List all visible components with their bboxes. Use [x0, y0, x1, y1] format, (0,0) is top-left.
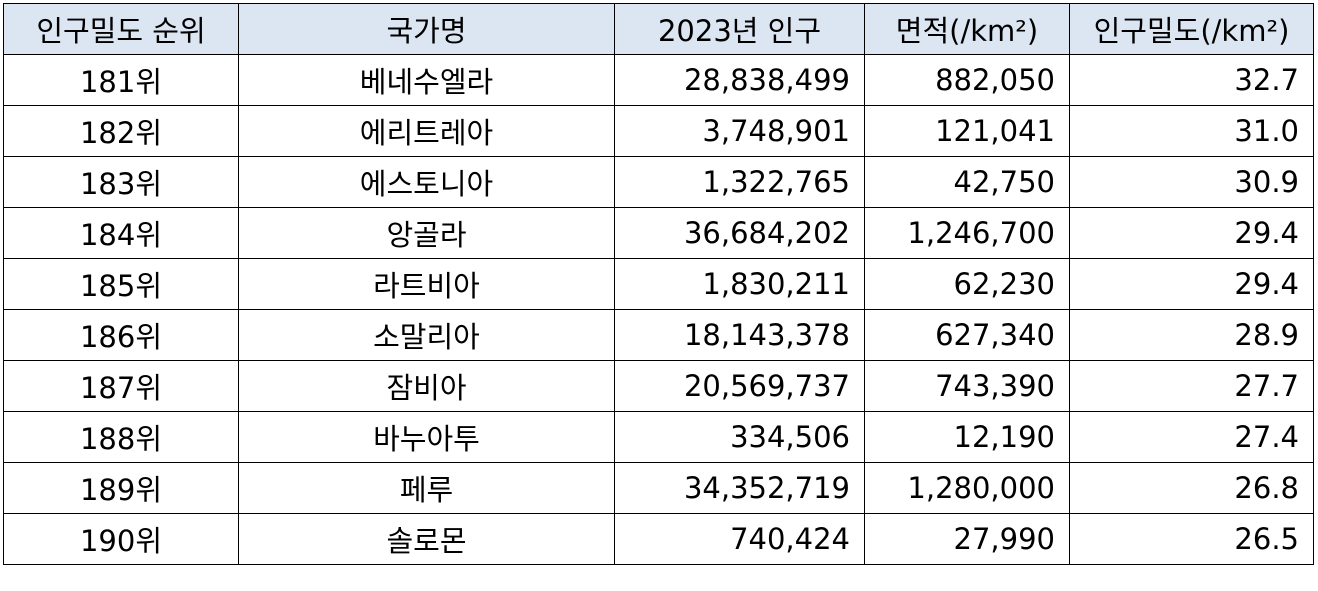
cell-country: 소말리아 [238, 309, 615, 361]
cell-density: 28.9 [1069, 309, 1314, 361]
table-row: 190위 솔로몬 740,424 27,990 26.5 [3, 513, 1314, 565]
table-row: 189위 페루 34,352,719 1,280,000 26.8 [3, 462, 1314, 514]
header-row: 인구밀도 순위 국가명 2023년 인구 면적(/km²) 인구밀도(/km²) [3, 3, 1314, 55]
cell-rank: 188위 [3, 411, 239, 463]
table-row: 184위 앙골라 36,684,202 1,246,700 29.4 [3, 207, 1314, 259]
cell-area: 42,750 [864, 156, 1070, 208]
cell-country: 에스토니아 [238, 156, 615, 208]
cell-population: 36,684,202 [614, 207, 865, 259]
cell-area: 743,390 [864, 360, 1070, 412]
table-row: 182위 에리트레아 3,748,901 121,041 31.0 [3, 105, 1314, 157]
cell-population: 1,830,211 [614, 258, 865, 310]
cell-population: 1,322,765 [614, 156, 865, 208]
cell-population: 740,424 [614, 513, 865, 565]
cell-density: 30.9 [1069, 156, 1314, 208]
population-density-table: 인구밀도 순위 국가명 2023년 인구 면적(/km²) 인구밀도(/km²)… [3, 3, 1314, 565]
cell-country: 베네수엘라 [238, 54, 615, 106]
header-rank: 인구밀도 순위 [3, 3, 239, 55]
table-body: 181위 베네수엘라 28,838,499 882,050 32.7 182위 … [3, 54, 1314, 565]
cell-rank: 181위 [3, 54, 239, 106]
table-row: 183위 에스토니아 1,322,765 42,750 30.9 [3, 156, 1314, 208]
cell-rank: 186위 [3, 309, 239, 361]
cell-density: 27.4 [1069, 411, 1314, 463]
cell-population: 334,506 [614, 411, 865, 463]
cell-country: 에리트레아 [238, 105, 615, 157]
table-row: 186위 소말리아 18,143,378 627,340 28.9 [3, 309, 1314, 361]
cell-rank: 183위 [3, 156, 239, 208]
cell-density: 27.7 [1069, 360, 1314, 412]
cell-country: 라트비아 [238, 258, 615, 310]
cell-area: 1,246,700 [864, 207, 1070, 259]
cell-country: 앙골라 [238, 207, 615, 259]
cell-density: 29.4 [1069, 207, 1314, 259]
cell-rank: 187위 [3, 360, 239, 412]
cell-rank: 184위 [3, 207, 239, 259]
cell-area: 62,230 [864, 258, 1070, 310]
cell-rank: 190위 [3, 513, 239, 565]
cell-density: 32.7 [1069, 54, 1314, 106]
table-row: 181위 베네수엘라 28,838,499 882,050 32.7 [3, 54, 1314, 106]
cell-population: 20,569,737 [614, 360, 865, 412]
header-population: 2023년 인구 [614, 3, 865, 55]
cell-population: 18,143,378 [614, 309, 865, 361]
table-row: 187위 잠비아 20,569,737 743,390 27.7 [3, 360, 1314, 412]
cell-rank: 185위 [3, 258, 239, 310]
table-row: 185위 라트비아 1,830,211 62,230 29.4 [3, 258, 1314, 310]
cell-area: 1,280,000 [864, 462, 1070, 514]
cell-rank: 189위 [3, 462, 239, 514]
cell-density: 29.4 [1069, 258, 1314, 310]
header-density: 인구밀도(/km²) [1069, 3, 1314, 55]
cell-density: 26.8 [1069, 462, 1314, 514]
table-row: 188위 바누아투 334,506 12,190 27.4 [3, 411, 1314, 463]
cell-country: 잠비아 [238, 360, 615, 412]
cell-population: 3,748,901 [614, 105, 865, 157]
cell-country: 솔로몬 [238, 513, 615, 565]
cell-area: 121,041 [864, 105, 1070, 157]
cell-population: 28,838,499 [614, 54, 865, 106]
table-header: 인구밀도 순위 국가명 2023년 인구 면적(/km²) 인구밀도(/km²) [3, 3, 1314, 55]
cell-population: 34,352,719 [614, 462, 865, 514]
cell-area: 12,190 [864, 411, 1070, 463]
cell-country: 바누아투 [238, 411, 615, 463]
cell-density: 26.5 [1069, 513, 1314, 565]
header-area: 면적(/km²) [864, 3, 1070, 55]
cell-country: 페루 [238, 462, 615, 514]
cell-density: 31.0 [1069, 105, 1314, 157]
cell-area: 27,990 [864, 513, 1070, 565]
cell-area: 882,050 [864, 54, 1070, 106]
header-country: 국가명 [238, 3, 615, 55]
cell-area: 627,340 [864, 309, 1070, 361]
cell-rank: 182위 [3, 105, 239, 157]
